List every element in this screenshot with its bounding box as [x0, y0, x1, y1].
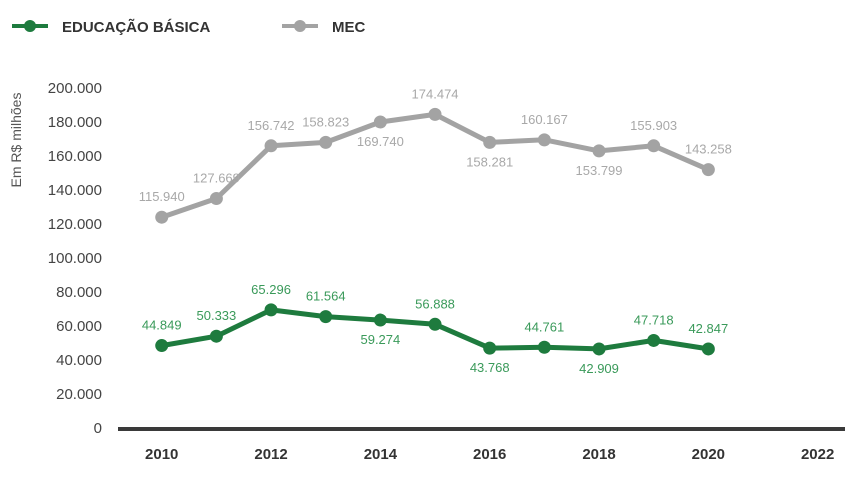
- data-point: [483, 135, 497, 149]
- data-label: 153.799: [576, 163, 623, 178]
- data-label: 43.768: [470, 360, 510, 375]
- data-point: [319, 135, 333, 149]
- data-labels: 44.849 50.333 65.296 61.564 59.274 56.888 43.7…: [139, 86, 732, 376]
- x-tick-label: 2012: [254, 446, 287, 463]
- x-tick-label: 2022: [801, 446, 834, 463]
- data-point: [264, 303, 278, 317]
- legend: EDUCAÇÃO BÁSICA MEC: [12, 18, 366, 36]
- data-point: [319, 310, 333, 324]
- data-label: 174.474: [412, 86, 459, 101]
- data-point: [264, 139, 278, 153]
- data-point: [373, 313, 387, 327]
- y-tick-label: 20.000: [56, 386, 102, 403]
- data-point: [428, 107, 442, 121]
- data-label: 61.564: [306, 289, 346, 304]
- x-tick-label: 2014: [364, 446, 398, 463]
- legend-label-1: MEC: [332, 19, 366, 36]
- data-point: [592, 342, 606, 356]
- x-axis: 2010 2012 2014 2016 2018 2020 2022: [118, 427, 845, 463]
- legend-swatch-marker-0: [24, 20, 36, 32]
- legend-swatch-marker-1: [294, 20, 306, 32]
- data-label: 65.296: [251, 282, 291, 297]
- series-layer: [155, 107, 715, 356]
- data-label: 47.718: [634, 312, 674, 327]
- data-label: 127.669: [193, 171, 240, 186]
- x-tick-label: 2018: [582, 446, 615, 463]
- data-label: 155.903: [630, 118, 677, 133]
- data-point: [592, 144, 606, 158]
- y-tick-label: 160.000: [48, 148, 102, 165]
- data-label: 158.823: [302, 114, 349, 129]
- data-label: 169.740: [357, 134, 404, 149]
- data-point: [209, 192, 223, 205]
- y-tick-label: 0: [94, 420, 102, 437]
- data-label: 44.761: [524, 319, 564, 334]
- y-tick-label: 40.000: [56, 352, 102, 369]
- x-tick-label: 2010: [145, 446, 178, 463]
- data-point: [701, 163, 715, 177]
- series-line-1: [159, 111, 711, 220]
- y-tick-label: 200.000: [48, 80, 102, 97]
- legend-label-0: EDUCAÇÃO BÁSICA: [62, 18, 211, 36]
- y-tick-label: 140.000: [48, 182, 102, 199]
- data-label: 42.909: [579, 361, 619, 376]
- data-point: [647, 333, 661, 347]
- data-point: [155, 210, 169, 224]
- data-point: [428, 317, 442, 331]
- data-point: [209, 329, 223, 343]
- y-tick-label: 180.000: [48, 114, 102, 131]
- y-tick-label: 80.000: [56, 284, 102, 301]
- data-label: 50.333: [197, 308, 237, 323]
- data-label: 143.258: [685, 142, 732, 157]
- data-label: 44.849: [142, 318, 182, 333]
- data-point: [373, 115, 387, 129]
- y-axis: 0 20.000 40.000 60.000 80.000 100.000 120.000 1…: [8, 80, 102, 437]
- data-label: 42.847: [688, 321, 728, 336]
- data-point: [537, 133, 551, 147]
- data-label: 158.281: [466, 154, 513, 169]
- data-point: [647, 139, 661, 153]
- data-label: 56.888: [415, 296, 455, 311]
- y-tick-label: 120.000: [48, 216, 102, 233]
- y-tick-label: 100.000: [48, 250, 102, 267]
- data-point: [537, 340, 551, 354]
- data-label: 160.167: [521, 112, 568, 127]
- data-point: [483, 341, 497, 355]
- x-tick-label: 2016: [473, 446, 506, 463]
- data-point: [155, 339, 169, 353]
- data-label: 59.274: [360, 332, 400, 347]
- data-label: 156.742: [248, 118, 295, 133]
- x-tick-label: 2020: [692, 446, 725, 463]
- y-tick-label: 60.000: [56, 318, 102, 335]
- data-point: [701, 342, 715, 356]
- y-axis-label: Em R$ milhões: [8, 93, 24, 188]
- data-label: 115.940: [139, 189, 185, 204]
